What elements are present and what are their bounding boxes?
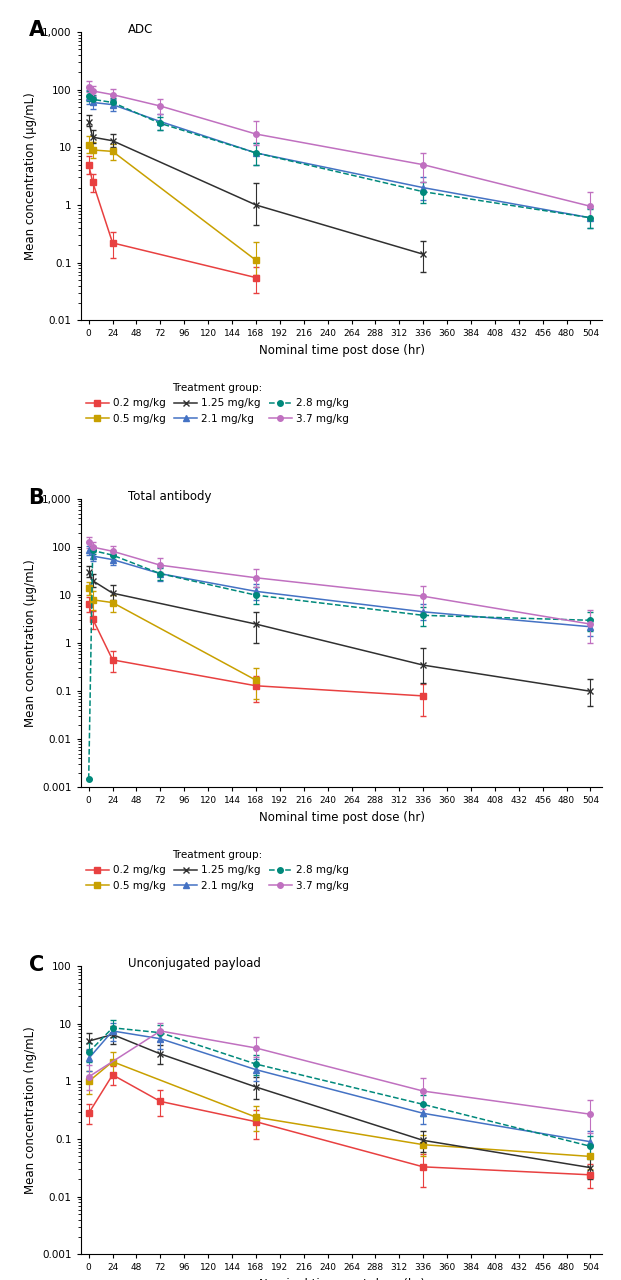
Text: C: C <box>29 955 44 974</box>
Text: Total antibody: Total antibody <box>128 490 211 503</box>
Text: Unconjugated payload: Unconjugated payload <box>128 957 261 970</box>
Legend: 0.2 mg/kg, 0.5 mg/kg, 1.25 mg/kg, 2.1 mg/kg, 2.8 mg/kg, 3.7 mg/kg: 0.2 mg/kg, 0.5 mg/kg, 1.25 mg/kg, 2.1 mg… <box>86 850 349 891</box>
Y-axis label: Mean concentration (μg/mL): Mean concentration (μg/mL) <box>24 92 37 260</box>
Y-axis label: Mean concentration (ng/mL): Mean concentration (ng/mL) <box>24 1027 37 1194</box>
X-axis label: Nominal time post dose (hr): Nominal time post dose (hr) <box>258 344 425 357</box>
Text: ADC: ADC <box>128 23 153 36</box>
X-axis label: Nominal time post dose (hr): Nominal time post dose (hr) <box>258 1277 425 1280</box>
Text: A: A <box>29 20 45 41</box>
Y-axis label: Mean concentration (μg/mL): Mean concentration (μg/mL) <box>24 559 37 727</box>
X-axis label: Nominal time post dose (hr): Nominal time post dose (hr) <box>258 812 425 824</box>
Text: B: B <box>29 488 45 507</box>
Legend: 0.2 mg/kg, 0.5 mg/kg, 1.25 mg/kg, 2.1 mg/kg, 2.8 mg/kg, 3.7 mg/kg: 0.2 mg/kg, 0.5 mg/kg, 1.25 mg/kg, 2.1 mg… <box>86 383 349 424</box>
